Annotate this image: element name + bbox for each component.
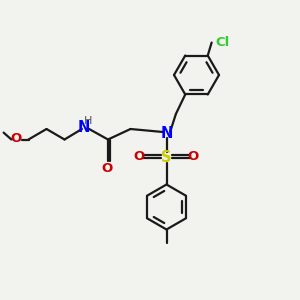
Text: N: N	[160, 126, 173, 141]
Text: Cl: Cl	[215, 36, 230, 49]
Text: N: N	[77, 120, 90, 135]
Text: O: O	[188, 150, 199, 163]
Text: O: O	[10, 132, 21, 146]
Text: O: O	[134, 150, 145, 163]
Text: H: H	[84, 116, 93, 126]
Text: S: S	[161, 150, 172, 165]
Text: O: O	[101, 162, 112, 175]
